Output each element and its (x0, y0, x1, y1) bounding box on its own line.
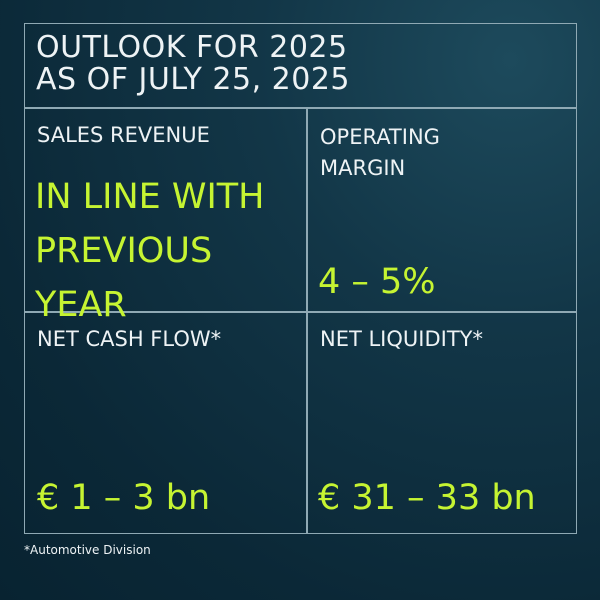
outlook-table (24, 23, 577, 534)
divider (24, 311, 577, 313)
sales-revenue-label: SALES REVENUE (37, 123, 210, 147)
value-line: IN LINE WITH (35, 177, 265, 217)
value-line: PREVIOUS (35, 231, 213, 271)
label-line: OPERATING (320, 125, 440, 149)
value-line: YEAR (35, 285, 127, 325)
divider (24, 107, 577, 109)
divider (306, 107, 308, 534)
title-date: AS OF JULY 25, 2025 (36, 62, 350, 97)
page-title: OUTLOOK FOR 2025 AS OF JULY 25, 2025 (36, 32, 350, 96)
operating-margin-label: OPERATING MARGIN (320, 122, 440, 184)
sales-revenue-value: IN LINE WITH PREVIOUS YEAR (35, 170, 265, 332)
net-liquidity-label: NET LIQUIDITY* (320, 327, 483, 351)
label-line: MARGIN (320, 156, 406, 180)
net-liquidity-value: € 31 – 33 bn (318, 478, 536, 518)
net-cash-flow-label: NET CASH FLOW* (37, 327, 222, 351)
title-line: OUTLOOK FOR 2025 (36, 30, 348, 65)
operating-margin-value: 4 – 5% (318, 262, 436, 302)
net-cash-flow-value: € 1 – 3 bn (37, 478, 211, 518)
footnote: *Automotive Division (24, 543, 151, 557)
